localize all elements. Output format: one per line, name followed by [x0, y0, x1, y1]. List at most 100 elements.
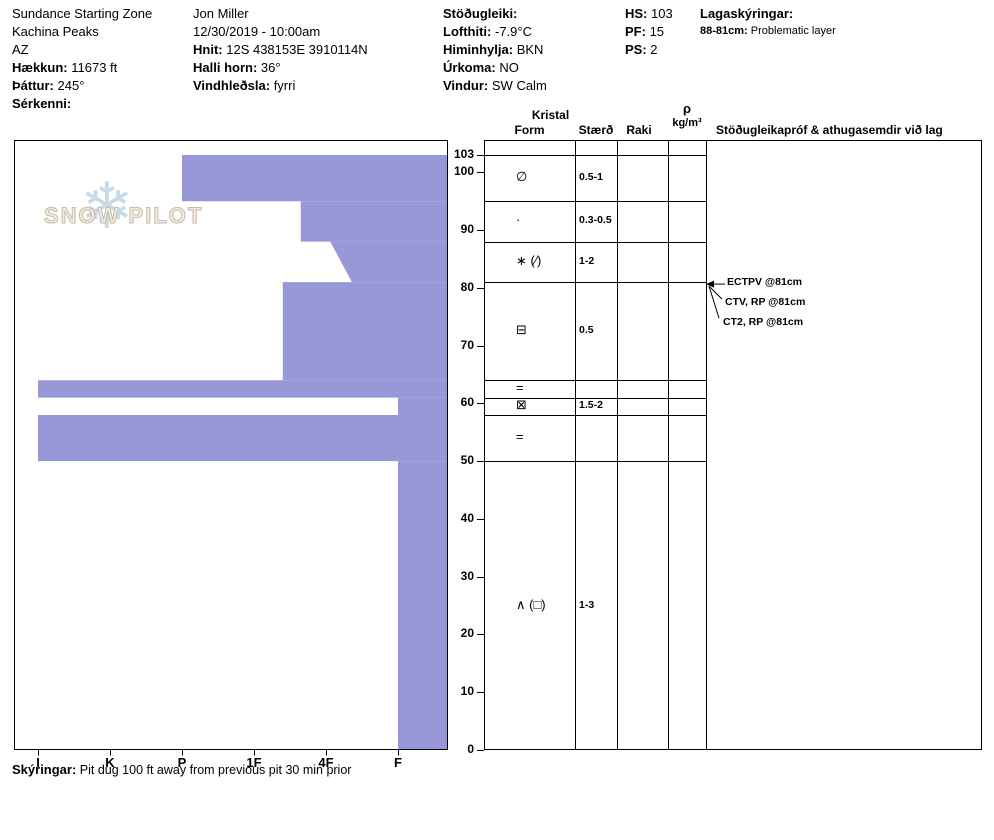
grain-size-value: 1-2 [579, 254, 595, 267]
depth-tick-label: 70 [460, 337, 474, 352]
hardness-axis-label: 4F [318, 755, 334, 770]
coordinates-label: Hnit: [193, 42, 223, 57]
layer-hardness-bar [182, 155, 448, 202]
grain-form-symbol: ∗ (∕) [516, 252, 542, 268]
wetness-column-header: Raki [626, 123, 652, 137]
precip-row: Úrkoma: NO [443, 59, 547, 77]
pit-notes-text: Pit dug 100 ft away from previous pit 30… [79, 763, 352, 777]
air-temp-row: Lofthiti: -7.9°C [443, 23, 547, 41]
coordinates-row: Hnit: 12S 438153E 3910114N [193, 41, 368, 59]
air-temp-label: Lofthiti: [443, 24, 492, 39]
layer-hardness-bar [300, 201, 448, 242]
stability-label: Stöðugleiki: [443, 6, 518, 21]
grain-form-symbol: ⊠ [516, 397, 527, 413]
comments-column-header: Stöðugleikapróf & athugasemdir við lag [716, 123, 943, 137]
layer-table-frame [484, 140, 982, 750]
stability-test-label: ECTPV @81cm [727, 276, 803, 289]
coordinates-value: 12S 438153E 3910114N [226, 42, 368, 57]
header-location-block: Sundance Starting Zone Kachina Peaks AZ … [12, 5, 152, 113]
layer-hardness-bar [38, 414, 448, 462]
test-arrowhead [706, 280, 714, 288]
ps-row: PS: 2 [625, 41, 673, 59]
sky-cover-label: Himinhylja: [443, 42, 514, 57]
grain-form-symbol: · [516, 212, 521, 228]
pit-notes: Skýringar: Pit dug 100 ft away from prev… [12, 762, 351, 777]
grain-size-value: 1-3 [579, 598, 595, 611]
grain-form-symbol: = [516, 379, 524, 395]
grain-size-value: 0.5 [579, 324, 594, 337]
test-connector [708, 285, 723, 300]
header-observer-block: Jon Miller 12/30/2019 - 10:00am Hnit: 12… [193, 5, 368, 95]
wind-loading-label: Vindhleðsla: [193, 78, 271, 93]
depth-tick-label: 40 [460, 510, 474, 525]
grain-form-symbol: ∅ [516, 169, 528, 185]
wind-value: SW Calm [491, 78, 547, 93]
stability-test-label: CT2, RP @81cm [723, 316, 804, 329]
grain-size-value: 1.5-2 [579, 399, 603, 412]
layer-hardness-bar [398, 397, 448, 415]
snow-height-row: HS: 103 [625, 5, 673, 23]
snow-height-value: 103 [651, 6, 673, 21]
grain-form-symbol: = [516, 429, 524, 445]
layer-notes-title: Lagaskýringar: [700, 6, 794, 21]
depth-tick-label: 103 [453, 147, 474, 161]
pf-label: PF: [625, 24, 646, 39]
density-symbol-header: ρ [682, 101, 692, 116]
hardness-axis-label: K [105, 755, 115, 770]
ps-value: 2 [650, 42, 658, 57]
grain-form-symbol: ⊟ [516, 322, 527, 338]
elevation-value: 11673 ft [71, 60, 118, 75]
wind-loading-value: fyrri [273, 78, 296, 93]
site-range: Kachina Peaks [12, 24, 99, 39]
aspect-row: Þáttur: 245° [12, 77, 152, 95]
hardness-axis-label: P [177, 755, 187, 770]
depth-tick-label: 100 [453, 164, 474, 179]
depth-tick-label: 20 [460, 626, 474, 641]
slope-angle-label: Halli horn: [193, 60, 258, 75]
size-column-header: Stærð [578, 123, 614, 137]
depth-tick-label: 0 [467, 742, 474, 756]
layer-note-text: Problematic layer [750, 25, 836, 37]
stability-row: Stöðugleiki: [443, 5, 547, 23]
test-connector [708, 285, 720, 319]
wind-label: Vindur: [443, 78, 489, 93]
depth-tick-label: 30 [460, 568, 474, 583]
observation-datetime: 12/30/2019 - 10:00am [193, 24, 321, 39]
grain-size-value: 0.3-0.5 [579, 214, 612, 227]
grain-form-symbol: ∧ (□) [516, 596, 546, 612]
pit-notes-label: Skýringar: [12, 762, 77, 777]
header-layer-notes-block: Lagaskýringar: 88-81cm: Problematic laye… [700, 5, 836, 39]
layer-hardness-bar [282, 282, 448, 381]
hardness-axis-label: I [36, 755, 40, 770]
pf-row: PF: 15 [625, 23, 673, 41]
precip-value: NO [499, 60, 519, 75]
wind-row: Vindur: SW Calm [443, 77, 547, 95]
slope-angle-row: Halli horn: 36° [193, 59, 368, 77]
aspect-value: 245° [57, 78, 85, 93]
special-label: Sérkenni: [12, 96, 72, 111]
elevation-label: Hækkun: [12, 60, 68, 75]
elevation-row: Hækkun: 11673 ft [12, 59, 152, 77]
kristal-header: Kristal [531, 108, 570, 122]
stability-test-label: CTV, RP @81cm [725, 296, 806, 309]
header-totals-block: HS: 103 PF: 15 PS: 2 [625, 5, 673, 59]
logo-text: SNOW PILOT [43, 203, 204, 229]
grain-size-value: 0.5-1 [579, 171, 603, 184]
depth-tick-label: 80 [460, 279, 474, 294]
precip-label: Úrkoma: [443, 60, 496, 75]
pf-value: 15 [649, 24, 665, 39]
ps-label: PS: [625, 42, 647, 57]
header-weather-block: Stöðugleiki: Lofthiti: -7.9°C Himinhylja… [443, 5, 547, 95]
profile-chart-frame [14, 140, 448, 750]
hardness-axis-label: F [394, 755, 402, 770]
layer-hardness-bar [330, 241, 448, 283]
wind-loading-row: Vindhleðsla: fyrri [193, 77, 368, 95]
snowflake-icon: ❄ [80, 170, 134, 242]
depth-tick-label: 90 [460, 222, 474, 237]
depth-tick-label: 60 [460, 395, 474, 410]
special-row: Sérkenni: [12, 95, 152, 113]
sky-cover-value: BKN [516, 42, 544, 57]
layer-note: 88-81cm: Problematic layer [700, 23, 836, 39]
